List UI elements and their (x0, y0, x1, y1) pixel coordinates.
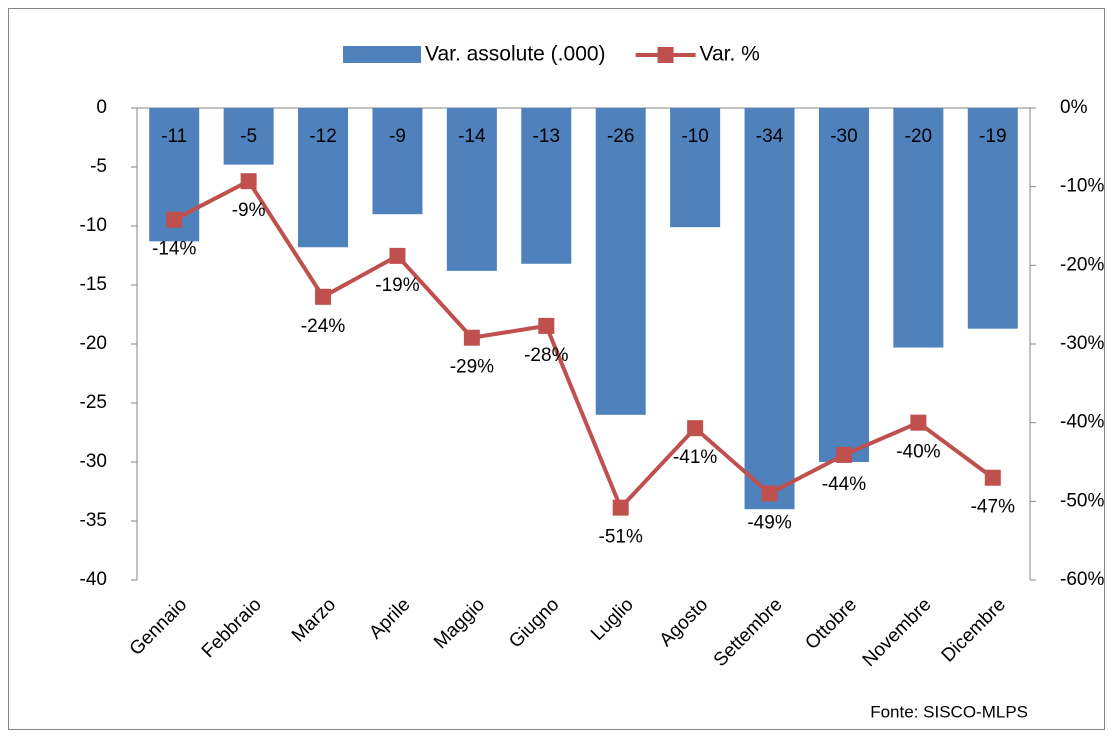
y-tick-label: -30 (80, 451, 107, 472)
bar-value-label: -10 (681, 126, 708, 147)
line-marker (612, 499, 629, 516)
y2-tick-label: 0% (1060, 97, 1088, 118)
line-value-label: -49% (747, 512, 791, 533)
y2-tick-label: -60% (1060, 569, 1104, 590)
line-value-label: -51% (599, 527, 643, 548)
line-marker (315, 288, 332, 305)
line-marker (538, 317, 555, 334)
line-marker (463, 329, 480, 346)
y2-tick-label: -10% (1060, 176, 1104, 197)
line (173, 178, 994, 512)
y2-tick-label: -30% (1060, 333, 1104, 354)
bar (744, 108, 795, 510)
legend-label: Var. % (700, 43, 760, 66)
y-tick-label: -35 (80, 510, 107, 531)
line-value-label: -24% (301, 316, 345, 337)
bar-value-label: -12 (309, 126, 336, 147)
bar (223, 108, 274, 165)
y-tick-label: -10 (80, 215, 107, 236)
line-marker (687, 420, 704, 437)
line-value-label: -40% (896, 442, 940, 463)
line-marker (984, 469, 1001, 486)
bar-value-label: -30 (830, 126, 857, 147)
bar-value-label: -26 (607, 126, 634, 147)
y2-tick-label: -50% (1060, 490, 1104, 511)
y-tick-label: -5 (90, 156, 107, 177)
bar-value-label: -14 (458, 126, 486, 147)
bar-value-label: -11 (161, 126, 187, 147)
line-value-label: -44% (822, 474, 866, 495)
bar-value-label: -34 (756, 126, 784, 147)
bar-value-label: -19 (979, 126, 1006, 147)
line-marker (910, 414, 927, 431)
legend-swatch (657, 47, 674, 63)
bar (298, 108, 349, 248)
bar-value-label: -9 (389, 126, 406, 147)
y-tick-label: -20 (80, 333, 107, 354)
y-tick-label: -40 (80, 569, 107, 590)
bar (967, 108, 1018, 329)
legend-swatch (343, 46, 421, 63)
bar (595, 108, 646, 415)
source-note: Fonte: SISCO-MLPS (870, 702, 1028, 721)
line-marker (166, 211, 183, 228)
line-value-label: -41% (673, 447, 717, 468)
legend-label: Var. assolute (.000) (425, 43, 606, 66)
y2-tick-label: -40% (1060, 412, 1104, 433)
bar (670, 108, 721, 228)
line-marker (761, 485, 778, 502)
y2-tick-label: -20% (1060, 254, 1104, 275)
line-value-label: -9% (232, 200, 266, 221)
line-value-label: -19% (375, 275, 419, 296)
line-value-label: -47% (971, 497, 1015, 518)
line-marker (240, 173, 257, 190)
y-tick-label: 0 (96, 97, 107, 118)
line-value-label: -29% (450, 357, 494, 378)
bar-value-label: -13 (533, 126, 560, 147)
line-value-label: -14% (152, 239, 196, 260)
line-marker (835, 446, 852, 463)
line-marker (389, 247, 406, 264)
bar (521, 108, 572, 264)
y-tick-label: -25 (80, 392, 107, 413)
bar (818, 108, 869, 462)
bar-value-label: -5 (240, 126, 257, 147)
y-tick-label: -15 (80, 274, 107, 295)
bar (893, 108, 944, 348)
bar (446, 108, 497, 271)
bar (372, 108, 423, 215)
line-value-label: -28% (524, 345, 568, 366)
bar-value-label: -20 (905, 126, 932, 147)
